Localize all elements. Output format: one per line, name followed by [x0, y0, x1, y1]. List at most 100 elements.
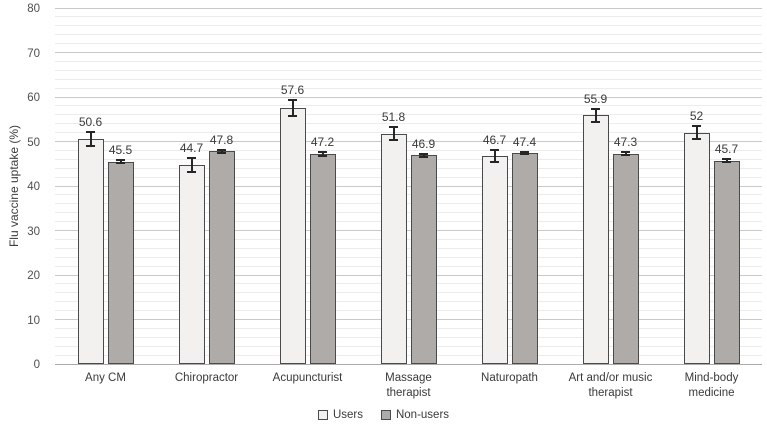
x-axis-label-text: Chiropractor — [174, 372, 239, 384]
error-bar-line — [594, 108, 597, 122]
minor-gridline — [55, 158, 762, 160]
error-bar-line — [220, 149, 223, 154]
error-bar-cap-top — [419, 152, 428, 155]
legend-swatch-icon — [317, 410, 328, 420]
error-bar-cap-top — [116, 158, 125, 161]
error-bar-cap-bottom — [187, 170, 196, 173]
y-tick-label: 80 — [27, 3, 40, 15]
minor-gridline — [55, 176, 762, 178]
y-tick-label: 70 — [27, 47, 40, 60]
value-label: 46.7 — [482, 132, 507, 147]
error-bar-cap-bottom — [520, 153, 529, 156]
bar-users — [380, 133, 407, 364]
minor-gridline — [55, 310, 762, 312]
error-bar-cap-bottom — [116, 162, 125, 165]
error-bar-line — [392, 126, 395, 141]
minor-gridline — [55, 43, 762, 45]
error-bar-line — [422, 153, 425, 157]
bar-group: 55.9 47.3 — [560, 8, 661, 364]
legend-label: Users — [332, 409, 363, 421]
error-bar-cap-bottom — [692, 138, 701, 141]
minor-gridline — [55, 87, 762, 89]
error-bar-line — [523, 151, 526, 155]
error-bar-line — [624, 151, 627, 156]
major-gridline — [55, 230, 762, 231]
minor-gridline — [55, 123, 762, 125]
legend-label: Non-users — [395, 409, 450, 421]
minor-gridline — [55, 132, 762, 134]
bar-users — [582, 115, 609, 364]
error-bar-line — [119, 159, 122, 164]
major-gridline — [55, 274, 762, 276]
minor-gridline — [55, 265, 762, 267]
legend-item-users: Users — [317, 409, 363, 421]
minor-gridline — [55, 212, 762, 214]
bar-group: 50.6 45.5 — [55, 8, 156, 364]
minor-gridline — [55, 78, 762, 80]
x-axis-label-text: Acupuncturist — [272, 372, 343, 384]
value-label: 47.3 — [613, 134, 638, 149]
minor-gridline — [55, 283, 762, 285]
minor-gridline — [55, 238, 762, 240]
error-bar-cap-top — [318, 151, 327, 154]
value-label: 45.5 — [108, 142, 133, 157]
bar-users — [279, 107, 306, 364]
bar-users — [683, 132, 710, 364]
bar-group: 44.7 47.8 — [156, 8, 257, 364]
minor-gridline — [55, 354, 762, 356]
bar-non-users — [410, 155, 437, 364]
error-bar-cap-bottom — [318, 154, 327, 157]
x-axis-label: Any CM — [55, 371, 156, 386]
minor-gridline — [55, 16, 762, 18]
error-bar-cap-bottom — [288, 114, 297, 117]
bar-non-users — [107, 161, 134, 364]
value-label: 50.6 — [78, 115, 103, 130]
error-bar-line — [321, 152, 324, 156]
bar-users — [481, 156, 508, 364]
bar-group: 51.8 46.9 — [358, 8, 459, 364]
value-label: 51.8 — [381, 109, 406, 124]
legend: Users Non-users — [0, 409, 767, 421]
minor-gridline — [55, 114, 762, 116]
minor-gridline — [55, 25, 762, 27]
bar-group: 52 45.7 — [661, 8, 762, 364]
error-bar-cap-top — [591, 107, 600, 110]
x-axis-label-text: Any CM — [85, 372, 126, 384]
minor-gridline — [55, 149, 762, 151]
x-axis-label-text: Naturopath — [481, 372, 538, 384]
value-label: 45.7 — [714, 142, 739, 157]
y-tick-label: 0 — [33, 359, 40, 371]
error-bar-cap-top — [389, 125, 398, 128]
bar-users — [178, 165, 205, 364]
x-axis-label: Mind-body medicine — [661, 371, 762, 401]
minor-gridline — [55, 105, 762, 107]
x-axis-label: Art and/or music therapist — [560, 371, 661, 401]
error-bar-line — [695, 125, 698, 140]
y-tick-label: 20 — [27, 270, 40, 282]
x-axis-label-text: Art and/or music therapist — [568, 372, 653, 399]
value-label: 46.9 — [411, 136, 436, 151]
minor-gridline — [55, 336, 762, 338]
minor-gridline — [55, 301, 762, 303]
value-label: 55.9 — [583, 91, 608, 106]
error-bar-cap-top — [621, 150, 630, 153]
y-axis: 0 10 20 30 40 50 60 70 80 — [0, 3, 48, 371]
error-bar-cap-top — [722, 158, 731, 161]
minor-gridline — [55, 203, 762, 205]
error-bar-cap-bottom — [217, 152, 226, 155]
x-axis-label: Acupuncturist — [257, 371, 358, 386]
error-bar-cap-bottom — [419, 155, 428, 158]
y-tick-label: 30 — [27, 225, 40, 238]
major-gridline — [55, 52, 762, 53]
error-bar-cap-top — [86, 131, 95, 134]
error-bar-cap-top — [490, 148, 499, 151]
bar-non-users — [511, 153, 538, 364]
y-tick-label: 50 — [27, 136, 40, 149]
minor-gridline — [55, 34, 762, 36]
value-label: 44.7 — [179, 141, 204, 156]
minor-gridline — [55, 256, 762, 258]
bar-users — [77, 138, 104, 364]
error-bar-line — [291, 99, 294, 116]
error-bar-cap-bottom — [86, 144, 95, 147]
